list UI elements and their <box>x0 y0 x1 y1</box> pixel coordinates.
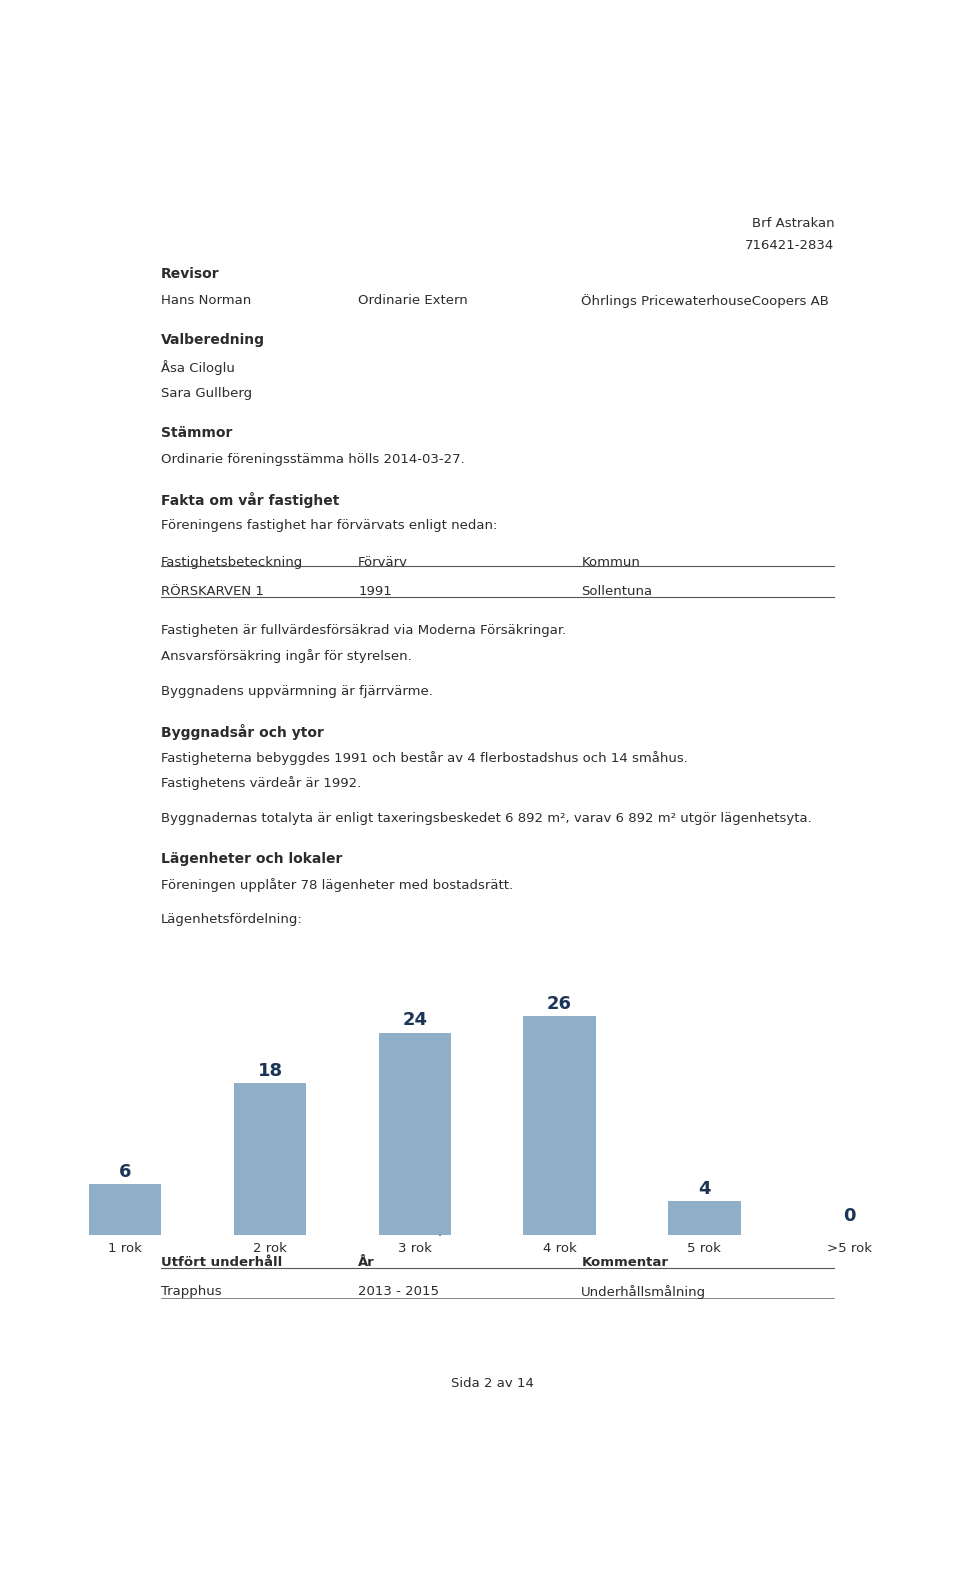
Text: Föreningen följer en underhållsplan som upprättades 2013 och sträcker sig fram t: Föreningen följer en underhållsplan som … <box>161 1200 762 1214</box>
Bar <box>234 1084 306 1235</box>
Text: Sollentuna: Sollentuna <box>581 586 653 598</box>
Text: Brf Astrakan: Brf Astrakan <box>752 217 834 230</box>
Text: Stämmor: Stämmor <box>161 427 232 440</box>
Text: Byggnadens tekniska status: Byggnadens tekniska status <box>161 1176 383 1189</box>
Text: Ordinarie föreningsstämma hölls 2014-03-27.: Ordinarie föreningsstämma hölls 2014-03-… <box>161 454 465 467</box>
Text: Byggnadernas totalyta är enligt taxeringsbeskedet 6 892 m², varav 6 892 m² utgör: Byggnadernas totalyta är enligt taxering… <box>161 813 811 825</box>
Text: Lägenhetsfördelning:: Lägenhetsfördelning: <box>161 913 302 925</box>
Text: Fastigheten är fullvärdesförsäkrad via Moderna Försäkringar.: Fastigheten är fullvärdesförsäkrad via M… <box>161 624 566 638</box>
Text: Lägenheter och lokaler: Lägenheter och lokaler <box>161 852 343 865</box>
Text: 26: 26 <box>547 995 572 1013</box>
Text: Underhållsmålning: Underhållsmålning <box>581 1285 707 1300</box>
Text: Kommentar: Kommentar <box>581 1255 668 1270</box>
Text: 18: 18 <box>257 1062 282 1079</box>
Text: Föreningen upplåter 78 lägenheter med bostadsrätt.: Föreningen upplåter 78 lägenheter med bo… <box>161 879 513 892</box>
Text: Föreningens fastighet har förvärvats enligt nedan:: Föreningens fastighet har förvärvats enl… <box>161 519 497 532</box>
Text: 716421-2834: 716421-2834 <box>745 240 834 252</box>
Text: RÖRSKARVEN 1: RÖRSKARVEN 1 <box>161 586 264 598</box>
Text: Fakta om vår fastighet: Fakta om vår fastighet <box>161 492 339 508</box>
Text: 6: 6 <box>119 1163 132 1181</box>
Text: Nedanstående underhåll har utförts eller planeras:: Nedanstående underhåll har utförts eller… <box>161 1222 500 1236</box>
Text: Sara Gullberg: Sara Gullberg <box>161 387 252 400</box>
Text: Trapphus: Trapphus <box>161 1285 222 1298</box>
Text: 0: 0 <box>843 1206 855 1225</box>
Text: 2013 - 2015: 2013 - 2015 <box>358 1285 439 1298</box>
Text: Sida 2 av 14: Sida 2 av 14 <box>450 1378 534 1390</box>
Text: Ordinarie Extern: Ordinarie Extern <box>358 294 468 308</box>
Text: 24: 24 <box>402 1011 427 1030</box>
Text: Fastigheterna bebyggdes 1991 och består av 4 flerbostadshus och 14 småhus.: Fastigheterna bebyggdes 1991 och består … <box>161 751 687 765</box>
Text: Kommun: Kommun <box>581 555 640 568</box>
Bar <box>523 1016 596 1235</box>
Text: Fastighetsbeteckning: Fastighetsbeteckning <box>161 555 303 568</box>
Bar <box>668 1201 740 1235</box>
Text: Revisor: Revisor <box>161 268 220 281</box>
Text: Åsa Ciloglu: Åsa Ciloglu <box>161 360 235 375</box>
Bar <box>89 1184 161 1235</box>
Text: Byggnadsår och ytor: Byggnadsår och ytor <box>161 724 324 741</box>
Bar <box>378 1033 451 1235</box>
Text: Fastighetens värdeår är 1992.: Fastighetens värdeår är 1992. <box>161 776 361 790</box>
Text: Ansvarsförsäkring ingår för styrelsen.: Ansvarsförsäkring ingår för styrelsen. <box>161 649 412 663</box>
Text: Utfört underhåll: Utfört underhåll <box>161 1255 282 1270</box>
Text: Öhrlings PricewaterhouseCoopers AB: Öhrlings PricewaterhouseCoopers AB <box>581 294 829 308</box>
Text: Byggnadens uppvärmning är fjärrvärme.: Byggnadens uppvärmning är fjärrvärme. <box>161 686 433 698</box>
Text: Förvärv: Förvärv <box>358 555 408 568</box>
Text: 4: 4 <box>698 1179 710 1198</box>
Text: 1991: 1991 <box>358 586 392 598</box>
Text: År: År <box>358 1255 374 1270</box>
Text: Valberedning: Valberedning <box>161 333 265 348</box>
Text: Hans Norman: Hans Norman <box>161 294 252 308</box>
